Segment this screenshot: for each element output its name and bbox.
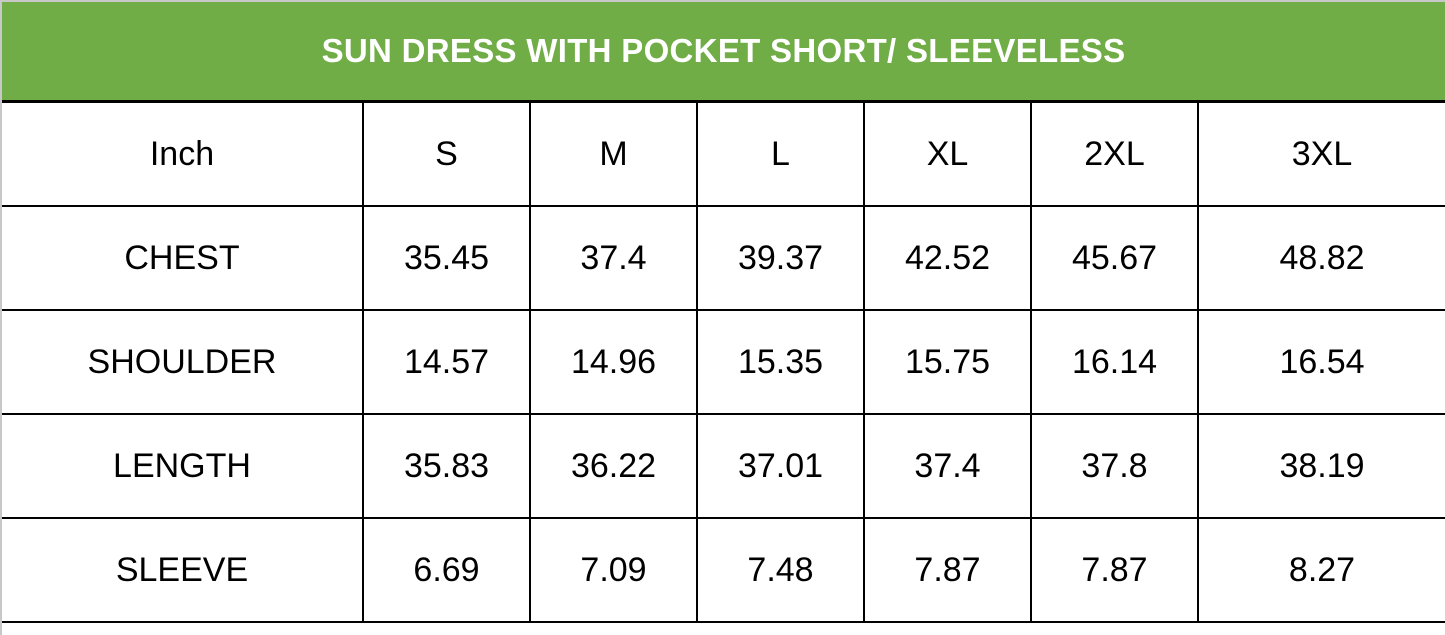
size-header: S <box>362 103 531 207</box>
measurement-label: SLEEVE <box>2 517 364 623</box>
measurement-value: 7.87 <box>1030 517 1199 623</box>
measurement-value: 37.4 <box>863 413 1032 519</box>
size-header: M <box>529 103 698 207</box>
measurement-value: 7.48 <box>696 517 865 623</box>
size-header: L <box>696 103 865 207</box>
measurement-value: 14.57 <box>362 309 531 415</box>
measurement-value: 16.54 <box>1197 309 1445 415</box>
size-header: 2XL <box>1030 103 1199 207</box>
measurement-value: 15.35 <box>696 309 865 415</box>
measurement-value: 48.82 <box>1197 205 1445 311</box>
measurement-value: 45.67 <box>1030 205 1199 311</box>
measurement-value: 8.27 <box>1197 517 1445 623</box>
measurement-value: 37.01 <box>696 413 865 519</box>
measurement-value: 42.52 <box>863 205 1032 311</box>
measurement-value: 36.22 <box>529 413 698 519</box>
header-row: Inch S M L XL 2XL 3XL <box>2 103 1445 207</box>
measurement-value: 14.96 <box>529 309 698 415</box>
measurement-value: 35.83 <box>362 413 531 519</box>
measurement-value: 15.75 <box>863 309 1032 415</box>
measurement-label: CHEST <box>2 205 364 311</box>
size-header: 3XL <box>1197 103 1445 207</box>
measurement-value: 39.37 <box>696 205 865 311</box>
measurement-value: 37.4 <box>529 205 698 311</box>
size-header: XL <box>863 103 1032 207</box>
table-row: SHOULDER 14.57 14.96 15.35 15.75 16.14 16.54 <box>2 309 1445 415</box>
table-row: LENGTH 35.83 36.22 37.01 37.4 37.8 38.19 <box>2 413 1445 519</box>
chart-title: SUN DRESS WITH POCKET SHORT/ SLEEVELESS <box>2 2 1445 103</box>
measurement-value: 6.69 <box>362 517 531 623</box>
measurement-value: 7.09 <box>529 517 698 623</box>
unit-label: Inch <box>2 103 364 207</box>
table-row: SLEEVE 6.69 7.09 7.48 7.87 7.87 8.27 <box>2 517 1445 623</box>
measurement-label: LENGTH <box>2 413 364 519</box>
measurement-value: 7.87 <box>863 517 1032 623</box>
table-row: CHEST 35.45 37.4 39.37 42.52 45.67 48.82 <box>2 205 1445 311</box>
measurement-label: SHOULDER <box>2 309 364 415</box>
measurement-value: 37.8 <box>1030 413 1199 519</box>
measurement-value: 16.14 <box>1030 309 1199 415</box>
size-table: Inch S M L XL 2XL 3XL CHEST 35.45 37.4 39.37 42.52 4… <box>2 103 1445 623</box>
measurement-value: 35.45 <box>362 205 531 311</box>
measurement-value: 38.19 <box>1197 413 1445 519</box>
